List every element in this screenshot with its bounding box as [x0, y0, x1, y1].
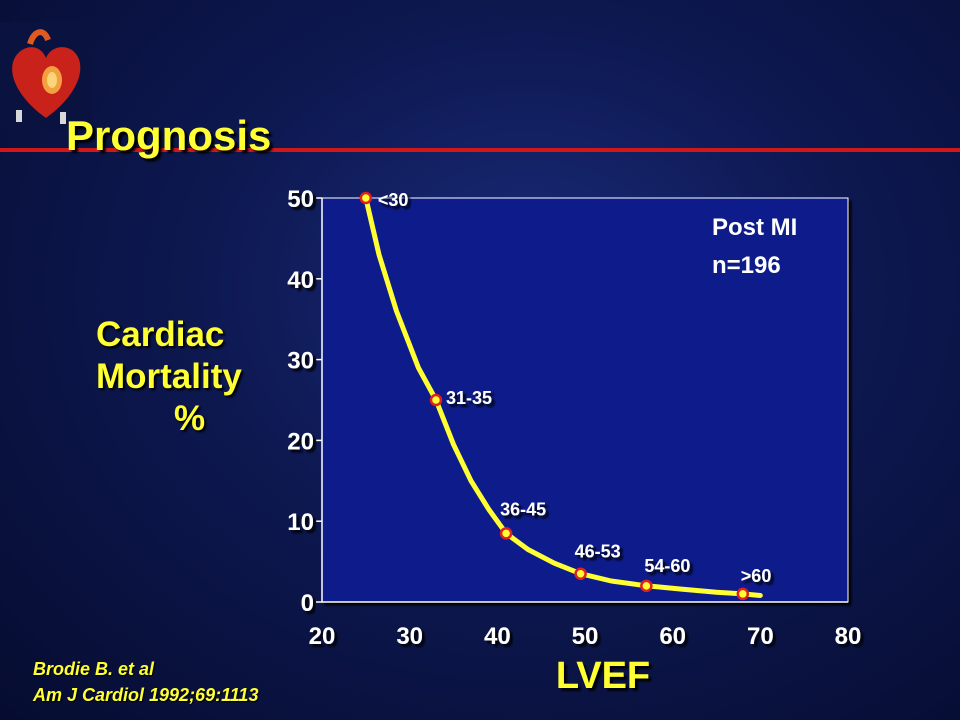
citation-line: Am J Cardiol 1992;69:1113: [33, 685, 259, 705]
slide-title: Prognosis: [66, 112, 272, 159]
data-point: [499, 527, 513, 540]
y-axis-title: Cardiac Mortality %: [96, 314, 242, 440]
x-tick-label: 30: [396, 623, 423, 650]
y-tick-label: 0: [301, 590, 314, 617]
data-point-label: >60: [741, 566, 772, 586]
y-axis-title-line: Mortality: [96, 357, 242, 396]
annotation-n: n=196: [712, 252, 781, 279]
y-tick-label: 20: [287, 428, 314, 455]
data-point-label: <30: [378, 190, 409, 210]
data-point: [429, 393, 443, 407]
data-point: [574, 567, 587, 580]
y-tick-label: 10: [287, 509, 314, 536]
y-axis-title-line: %: [174, 399, 206, 438]
data-point-label: 31-35: [446, 388, 492, 408]
x-tick-label: 20: [309, 623, 336, 650]
data-point-label: 54-60: [644, 556, 690, 576]
x-tick-label: 40: [484, 623, 511, 650]
data-point: [736, 587, 750, 601]
annotation-post-mi: Post MI: [712, 214, 797, 241]
data-point: [359, 191, 373, 205]
y-tick-label: 30: [287, 348, 314, 375]
series-line: [363, 195, 763, 598]
data-point-label: 36-45: [500, 499, 546, 519]
title-underline: [0, 148, 960, 152]
x-axis-title: LVEF: [556, 655, 650, 697]
plot-area: [321, 197, 849, 603]
y-tick-label: 40: [287, 267, 314, 294]
y-tick-label: 50: [287, 186, 314, 213]
data-point-label: 46-53: [575, 542, 621, 562]
x-tick-label: 60: [659, 623, 686, 650]
heart-logo-icon: [0, 22, 92, 130]
x-tick-label: 70: [747, 623, 774, 650]
x-tick-label: 80: [835, 623, 862, 650]
data-point: [640, 579, 653, 593]
citation-line: Brodie B. et al: [33, 659, 155, 679]
citation: Brodie B. et al Am J Cardiol 1992;69:111…: [33, 656, 258, 708]
y-axis-title-line: Cardiac: [96, 315, 225, 354]
x-tick-label: 50: [572, 623, 599, 650]
